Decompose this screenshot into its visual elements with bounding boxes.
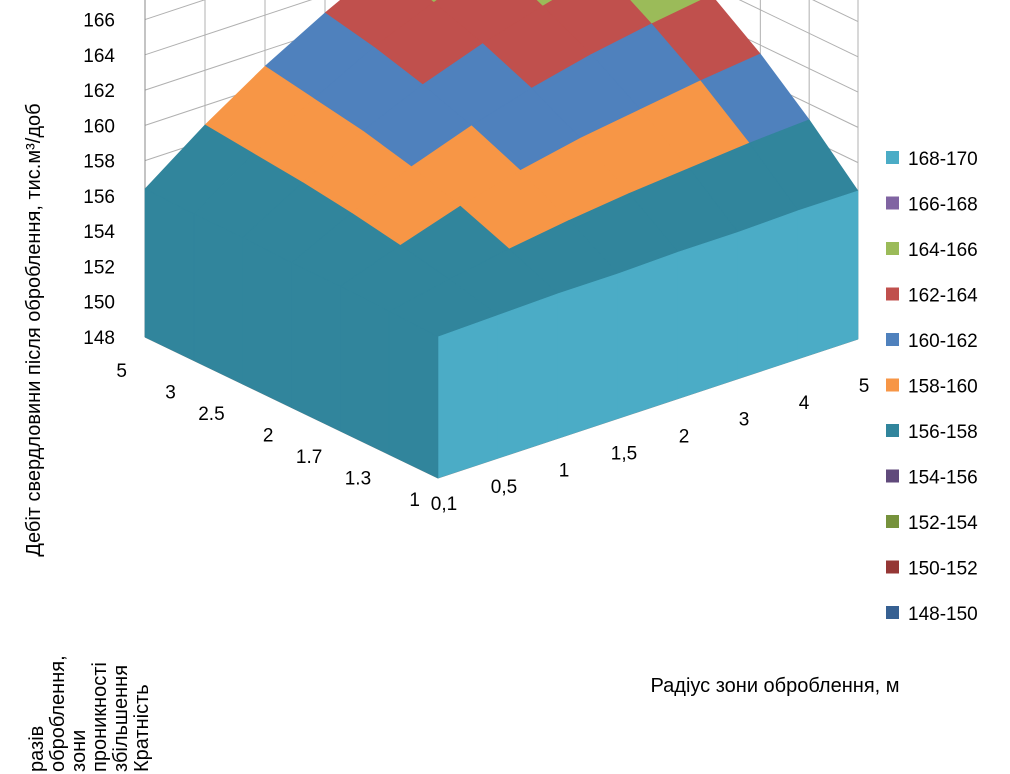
legend-swatch xyxy=(886,606,899,619)
x-tick-label: 2 xyxy=(679,427,690,448)
gridline-z-left xyxy=(144,0,313,56)
legend-label: 160-162 xyxy=(908,331,978,352)
legend-swatch xyxy=(886,515,899,528)
x-tick-label: 1,5 xyxy=(611,443,637,464)
z-tick-label: 166 xyxy=(83,11,115,32)
z-tick-label: 160 xyxy=(83,116,115,137)
legend-swatch xyxy=(886,287,899,301)
x-tick-label: 3 xyxy=(739,410,750,431)
y-axis-title-line: разів xyxy=(26,726,48,772)
legend-label: 156-158 xyxy=(908,422,978,443)
legend-swatch xyxy=(886,151,899,164)
legend-label: 162-164 xyxy=(908,286,978,307)
axis-ticks: 1481501521541561581601621641661681700,10… xyxy=(83,11,870,515)
surface-skirt-right xyxy=(617,251,679,419)
x-tick-label: 0,1 xyxy=(431,494,457,515)
y-tick-label: 2.5 xyxy=(198,404,224,425)
surface-skirt-left xyxy=(193,213,243,385)
z-tick-label: 162 xyxy=(83,81,115,102)
surface-skirt-left xyxy=(291,262,341,432)
z-tick-label: 156 xyxy=(83,187,115,208)
y-axis-title-line: оброблення, xyxy=(47,655,69,772)
y-tick-label: 1 xyxy=(409,490,420,511)
x-tick-label: 1 xyxy=(559,460,570,481)
x-tick-label: 4 xyxy=(799,393,810,414)
surface-skirt-left xyxy=(340,285,390,455)
legend-swatch xyxy=(886,560,899,574)
surface-skirt-right xyxy=(737,210,799,380)
surface-patch xyxy=(535,0,554,7)
z-tick-label: 158 xyxy=(83,152,115,173)
x-tick-label: 5 xyxy=(859,376,870,397)
surface-skirt-left xyxy=(144,188,195,361)
z-tick-label: 154 xyxy=(83,222,115,243)
legend-swatch xyxy=(886,469,899,483)
legend-label: 148-150 xyxy=(908,604,978,625)
z-tick-label: 150 xyxy=(83,293,115,314)
legend-label: 164-166 xyxy=(908,240,978,261)
surface-skirt-right xyxy=(797,190,859,360)
surface-skirt-right xyxy=(497,293,559,459)
y-tick-label: 1.7 xyxy=(296,447,322,468)
legend-swatch xyxy=(886,424,899,437)
legend-label: 152-154 xyxy=(908,513,978,534)
surface-patch xyxy=(430,0,438,3)
legend-swatch xyxy=(886,242,899,255)
surface-skirt-left xyxy=(242,237,292,408)
legend-label: 150-152 xyxy=(908,559,978,580)
y-tick-label: 2 xyxy=(263,426,274,447)
legend-swatch xyxy=(886,378,899,392)
y-tick-label: 1.3 xyxy=(345,469,371,490)
legend-swatch xyxy=(886,196,899,210)
y-axis-title-line: збільшення xyxy=(110,665,132,772)
z-axis-title: Дебіт свердловини після оброблення, тис.… xyxy=(23,103,45,556)
y-axis-title-line: зони xyxy=(68,730,90,772)
legend-label: 168-170 xyxy=(908,149,978,170)
y-axis-title-line: Кратність xyxy=(131,684,153,772)
z-tick-label: 148 xyxy=(83,328,115,349)
y-axis-title-line: проникності xyxy=(89,662,111,772)
x-axis-title: Радіус зони оброблення, м xyxy=(650,675,899,697)
surface-skirt-left xyxy=(388,311,439,479)
y-axis-title: Кратністьзбільшенняпроникностізониобробл… xyxy=(26,655,153,772)
surface-skirt-right xyxy=(677,231,739,399)
y-tick-label: 3 xyxy=(165,383,176,404)
surface-skirt-right xyxy=(557,273,619,439)
z-tick-label: 152 xyxy=(83,257,115,278)
x-tick-label: 0,5 xyxy=(491,477,517,498)
legend-label: 166-168 xyxy=(908,195,978,216)
surface-skirt-right xyxy=(437,314,499,479)
legend-label: 154-156 xyxy=(908,468,978,489)
chart-surface xyxy=(144,0,859,479)
y-tick-label: 5 xyxy=(116,361,127,382)
legend-swatch xyxy=(886,333,899,346)
legend-label: 158-160 xyxy=(908,377,978,398)
z-tick-label: 164 xyxy=(83,46,115,67)
legend: 168-170 166-168 164-166 162-164 160-162 158-1… xyxy=(886,149,978,625)
